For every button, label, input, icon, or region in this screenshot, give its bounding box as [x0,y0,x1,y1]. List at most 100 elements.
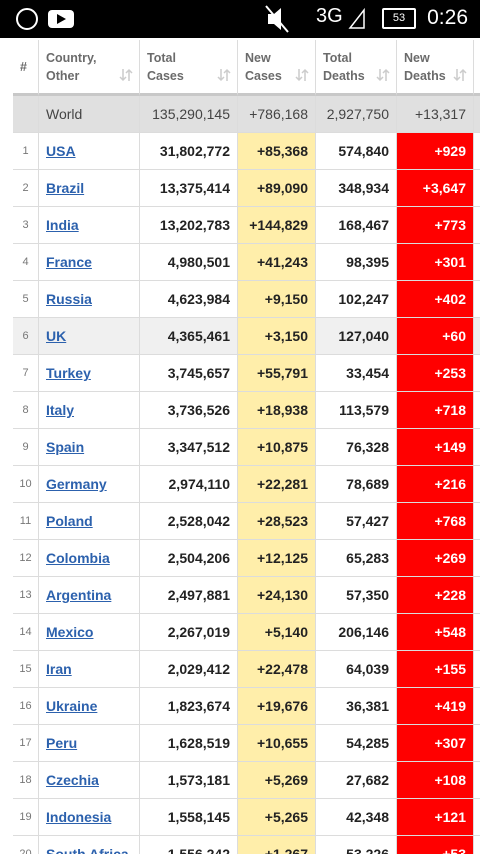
row-spacer [474,318,480,355]
total-deaths: 64,039 [316,651,397,688]
sort-icon[interactable] [119,68,133,82]
sort-icon[interactable] [295,68,309,82]
country-text[interactable]: Brazil [46,180,85,196]
total-deaths: 53,226 [316,836,397,854]
new-cases: +18,938 [238,392,316,429]
country-text[interactable]: Peru [46,735,78,751]
rank: 16 [13,688,39,725]
country-text[interactable]: South Africa [46,846,129,854]
country[interactable]: USA [39,133,140,170]
rank-text: 12 [19,552,32,564]
country-text[interactable]: Czechia [46,772,99,788]
sort-icon[interactable] [453,68,467,82]
rank-text: 5 [22,293,29,305]
rank: 1 [13,133,39,170]
country[interactable]: Iran [39,651,140,688]
column-header-text[interactable]: New Cases [245,50,282,83]
column-header-text[interactable]: New Deaths [404,50,446,83]
total-cases-text: 3,347,512 [167,439,230,455]
column-header[interactable]: Total Cases [140,40,238,96]
new-cases-text: +24,130 [257,587,308,603]
world-cell: 2,927,750 [316,96,397,133]
country[interactable]: South Africa [39,836,140,854]
sort-icon[interactable] [217,68,231,82]
rank: 19 [13,799,39,836]
column-header[interactable]: Country, Other [39,40,140,96]
row-spacer [474,392,480,429]
column-header[interactable]: Total Deaths [316,40,397,96]
country-text[interactable]: Colombia [46,550,110,566]
country[interactable]: Czechia [39,762,140,799]
new-cases-text: +19,676 [257,698,308,714]
status-icons [16,8,74,30]
new-cases: +22,281 [238,466,316,503]
total-deaths-text: 65,283 [346,550,389,566]
country-text[interactable]: Argentina [46,587,112,603]
total-cases-text: 1,628,519 [167,735,230,751]
new-cases-text: +18,938 [257,402,308,418]
country-text[interactable]: Mexico [46,624,94,640]
new-deaths-text: +402 [434,291,466,307]
rank-text: 2 [22,182,29,194]
country[interactable]: France [39,244,140,281]
country[interactable]: Argentina [39,577,140,614]
country[interactable]: UK [39,318,140,355]
total-deaths: 57,350 [316,577,397,614]
country-text[interactable]: Italy [46,402,75,418]
country[interactable]: Germany [39,466,140,503]
total-deaths-text: 574,840 [338,143,389,159]
new-deaths-text: +216 [434,476,466,492]
country[interactable]: Turkey [39,355,140,392]
new-deaths: +307 [397,725,474,762]
column-header[interactable]: New Cases [238,40,316,96]
new-cases: +24,130 [238,577,316,614]
country-text[interactable]: Spain [46,439,85,455]
column-header[interactable]: New Deaths [397,40,474,96]
country[interactable]: Russia [39,281,140,318]
new-deaths-text: +108 [434,772,466,788]
row-spacer [474,651,480,688]
column-header-text[interactable]: Country, Other [46,50,97,83]
country-text[interactable]: France [46,254,92,270]
country-text[interactable]: Germany [46,476,107,492]
new-deaths: +121 [397,799,474,836]
new-cases-text: +41,243 [257,254,308,270]
country-text[interactable]: Turkey [46,365,91,381]
country-text[interactable]: UK [46,328,67,344]
sort-icon[interactable] [376,68,390,82]
country-text[interactable]: Indonesia [46,809,112,825]
country[interactable]: Spain [39,429,140,466]
table: # Country, Other Total Cases New Cases Total… [0,40,480,854]
country-text[interactable]: India [46,217,79,233]
country-text[interactable]: Ukraine [46,698,98,714]
new-cases-text: +12,125 [257,550,308,566]
total-deaths: 102,247 [316,281,397,318]
rank: 10 [13,466,39,503]
country-text[interactable]: Iran [46,661,72,677]
row-spacer [474,725,480,762]
total-cases: 3,745,657 [140,355,238,392]
country-text[interactable]: Russia [46,291,92,307]
new-deaths-text: +253 [434,365,466,381]
country[interactable]: Brazil [39,170,140,207]
country[interactable]: Ukraine [39,688,140,725]
total-cases: 3,347,512 [140,429,238,466]
country[interactable]: India [39,207,140,244]
column-header: # [13,40,39,96]
column-header-text[interactable]: Total Deaths [323,50,365,83]
battery: 53 [382,8,416,29]
signal-icon [348,7,365,29]
country-text[interactable]: Poland [46,513,93,529]
row-spacer [474,540,480,577]
country[interactable]: Poland [39,503,140,540]
total-deaths: 27,682 [316,762,397,799]
country[interactable]: Colombia [39,540,140,577]
country[interactable]: Italy [39,392,140,429]
new-deaths-text: +228 [434,587,466,603]
country-text[interactable]: USA [46,143,76,159]
country[interactable]: Indonesia [39,799,140,836]
column-header-text[interactable]: Total Cases [147,50,184,83]
country[interactable]: Mexico [39,614,140,651]
rank: 6 [13,318,39,355]
country[interactable]: Peru [39,725,140,762]
